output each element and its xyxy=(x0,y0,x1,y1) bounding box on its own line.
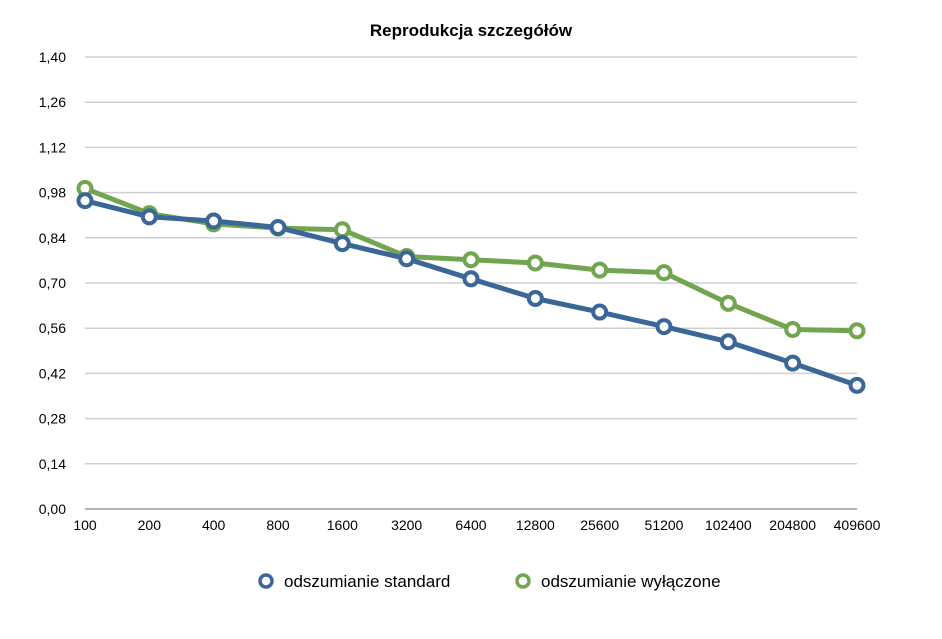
data-point xyxy=(719,333,737,351)
y-axis-ticks: 0,00 0,14 0,28 0,42 0,56 0,70 0,84 0,98 1,12 1,26… xyxy=(39,49,66,517)
data-point xyxy=(591,303,609,321)
x-tick-label: 12800 xyxy=(516,517,555,533)
x-tick-label: 1600 xyxy=(327,517,358,533)
legend-label: odszumianie wyłączone xyxy=(541,572,721,591)
series-standard xyxy=(76,192,866,394)
data-point xyxy=(76,192,94,210)
data-point xyxy=(655,264,673,282)
x-tick-label: 400 xyxy=(202,517,226,533)
data-point xyxy=(591,261,609,279)
series-line xyxy=(82,198,860,388)
data-point xyxy=(655,318,673,336)
x-tick-label: 200 xyxy=(138,517,162,533)
data-point xyxy=(784,354,802,372)
x-tick-label: 51200 xyxy=(645,517,684,533)
legend: odszumianie standard odszumianie wyłączon… xyxy=(258,572,721,591)
data-point xyxy=(462,251,480,269)
data-point xyxy=(140,208,158,226)
data-point xyxy=(333,221,351,239)
data-point xyxy=(333,235,351,253)
data-point xyxy=(784,320,802,338)
y-tick-label: 0,84 xyxy=(39,230,66,246)
x-tick-label: 6400 xyxy=(455,517,486,533)
data-point xyxy=(398,250,416,268)
series-off xyxy=(76,179,866,340)
y-tick-label: 1,12 xyxy=(39,139,66,155)
x-tick-label: 409600 xyxy=(834,517,881,533)
y-tick-label: 0,56 xyxy=(39,320,66,336)
data-point xyxy=(462,270,480,288)
data-point xyxy=(848,322,866,340)
x-axis-ticks: 100 200 400 800 1600 3200 6400 12800 25600 51200 1… xyxy=(73,517,880,533)
x-tick-label: 204800 xyxy=(769,517,816,533)
x-tick-label: 800 xyxy=(266,517,290,533)
legend-marker xyxy=(258,573,274,589)
y-tick-label: 0,14 xyxy=(39,456,66,472)
x-tick-label: 102400 xyxy=(705,517,752,533)
data-point xyxy=(526,254,544,272)
x-tick-label: 100 xyxy=(73,517,97,533)
chart-title: Reprodukcja szczegółów xyxy=(370,21,573,40)
series-layer xyxy=(76,179,866,394)
legend-marker xyxy=(515,573,531,589)
y-tick-label: 1,26 xyxy=(39,94,66,110)
x-tick-label: 25600 xyxy=(580,517,619,533)
y-tick-label: 0,00 xyxy=(39,501,66,517)
y-tick-label: 0,42 xyxy=(39,365,66,381)
y-tick-label: 0,98 xyxy=(39,185,66,201)
data-point xyxy=(848,376,866,394)
x-tick-label: 3200 xyxy=(391,517,422,533)
legend-label: odszumianie standard xyxy=(284,572,450,591)
y-tick-label: 0,28 xyxy=(39,411,66,427)
data-point xyxy=(719,294,737,312)
data-point xyxy=(269,218,287,236)
data-point xyxy=(205,212,223,230)
y-tick-label: 1,40 xyxy=(39,49,66,65)
y-tick-label: 0,70 xyxy=(39,275,66,291)
data-point xyxy=(526,289,544,307)
